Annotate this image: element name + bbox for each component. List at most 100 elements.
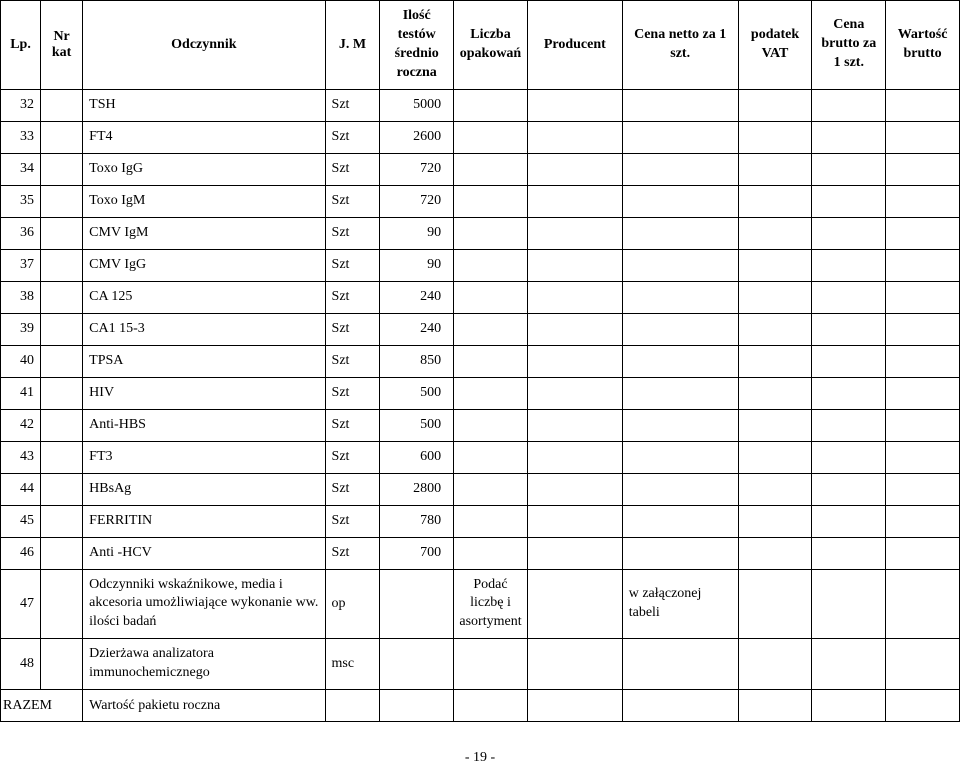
cell-jm: Szt (325, 89, 380, 121)
table-row: 38CA 125Szt240 (1, 281, 960, 313)
col-nrkat: Nr kat (41, 1, 83, 90)
cell-brutto (812, 639, 886, 690)
cell-nrkat (41, 313, 83, 345)
cell-netto (622, 505, 738, 537)
cell-wartosc (886, 217, 960, 249)
cell-jm: Szt (325, 377, 380, 409)
cell-nrkat (41, 281, 83, 313)
table-row: 39CA1 15-3Szt240 (1, 313, 960, 345)
cell-wartosc (886, 505, 960, 537)
cell-lp: 43 (1, 441, 41, 473)
cell-vat (738, 185, 812, 217)
cell-brutto (812, 505, 886, 537)
col-netto: Cena netto za 1 szt. (622, 1, 738, 90)
cell-jm: Szt (325, 249, 380, 281)
table-row: 45FERRITINSzt780 (1, 505, 960, 537)
cell-jm: op (325, 569, 380, 639)
cell-lp: RAZEM (1, 690, 83, 722)
cell-liczba (454, 217, 528, 249)
cell-netto (622, 249, 738, 281)
cell-liczba (454, 537, 528, 569)
cell-jm: Szt (325, 281, 380, 313)
cell-netto (622, 639, 738, 690)
cell-netto (622, 473, 738, 505)
cell-wartosc (886, 569, 960, 639)
cell-netto (622, 537, 738, 569)
cell-nrkat (41, 473, 83, 505)
cell-liczba (454, 505, 528, 537)
page-number: - 19 - (0, 722, 960, 766)
cell-wartosc (886, 185, 960, 217)
cell-ilosc: 90 (380, 249, 454, 281)
cell-ilosc: 850 (380, 345, 454, 377)
cell-lp: 33 (1, 121, 41, 153)
cell-vat (738, 153, 812, 185)
table-row: 32TSHSzt5000 (1, 89, 960, 121)
cell-liczba: Podać liczbę i asortyment (454, 569, 528, 639)
cell-ilosc: 240 (380, 281, 454, 313)
cell-jm: Szt (325, 409, 380, 441)
cell-wartosc (886, 153, 960, 185)
cell-odczynnik: Anti -HCV (83, 537, 325, 569)
cell-vat (738, 89, 812, 121)
cell-producent (527, 690, 622, 722)
cell-netto (622, 409, 738, 441)
cell-brutto (812, 217, 886, 249)
cell-wartosc (886, 89, 960, 121)
cell-ilosc: 2800 (380, 473, 454, 505)
cell-producent (527, 89, 622, 121)
cell-nrkat (41, 153, 83, 185)
cell-odczynnik: FT4 (83, 121, 325, 153)
cell-liczba (454, 249, 528, 281)
cell-vat (738, 569, 812, 639)
table-row: 44HBsAgSzt2800 (1, 473, 960, 505)
cell-odczynnik: FERRITIN (83, 505, 325, 537)
cell-nrkat (41, 217, 83, 249)
cell-netto (622, 313, 738, 345)
cell-vat (738, 409, 812, 441)
cell-netto (622, 185, 738, 217)
cell-lp: 34 (1, 153, 41, 185)
cell-vat (738, 217, 812, 249)
cell-nrkat (41, 185, 83, 217)
table-row: 35Toxo IgMSzt720 (1, 185, 960, 217)
cell-vat (738, 345, 812, 377)
cell-vat (738, 473, 812, 505)
cell-vat (738, 505, 812, 537)
cell-vat (738, 377, 812, 409)
cell-brutto (812, 345, 886, 377)
cell-wartosc (886, 249, 960, 281)
cell-jm: Szt (325, 185, 380, 217)
cell-odczynnik: TSH (83, 89, 325, 121)
cell-netto (622, 153, 738, 185)
cell-nrkat (41, 377, 83, 409)
cell-brutto (812, 313, 886, 345)
cell-ilosc: 90 (380, 217, 454, 249)
cell-liczba (454, 121, 528, 153)
cell-odczynnik: Wartość pakietu roczna (83, 690, 325, 722)
cell-wartosc (886, 537, 960, 569)
cell-liczba (454, 281, 528, 313)
cell-liczba (454, 345, 528, 377)
cell-producent (527, 639, 622, 690)
cell-brutto (812, 569, 886, 639)
cell-liczba (454, 639, 528, 690)
cell-odczynnik: TPSA (83, 345, 325, 377)
cell-wartosc (886, 281, 960, 313)
cell-odczynnik: HIV (83, 377, 325, 409)
cell-producent (527, 121, 622, 153)
cell-vat (738, 639, 812, 690)
cell-odczynnik: HBsAg (83, 473, 325, 505)
cell-producent (527, 217, 622, 249)
cell-jm: Szt (325, 537, 380, 569)
cell-lp: 42 (1, 409, 41, 441)
cell-netto: w załączonej tabeli (622, 569, 738, 639)
cell-brutto (812, 441, 886, 473)
cell-lp: 45 (1, 505, 41, 537)
cell-odczynnik: CA1 15-3 (83, 313, 325, 345)
cell-lp: 39 (1, 313, 41, 345)
cell-producent (527, 345, 622, 377)
cell-jm: msc (325, 639, 380, 690)
cell-jm: Szt (325, 313, 380, 345)
cell-brutto (812, 537, 886, 569)
